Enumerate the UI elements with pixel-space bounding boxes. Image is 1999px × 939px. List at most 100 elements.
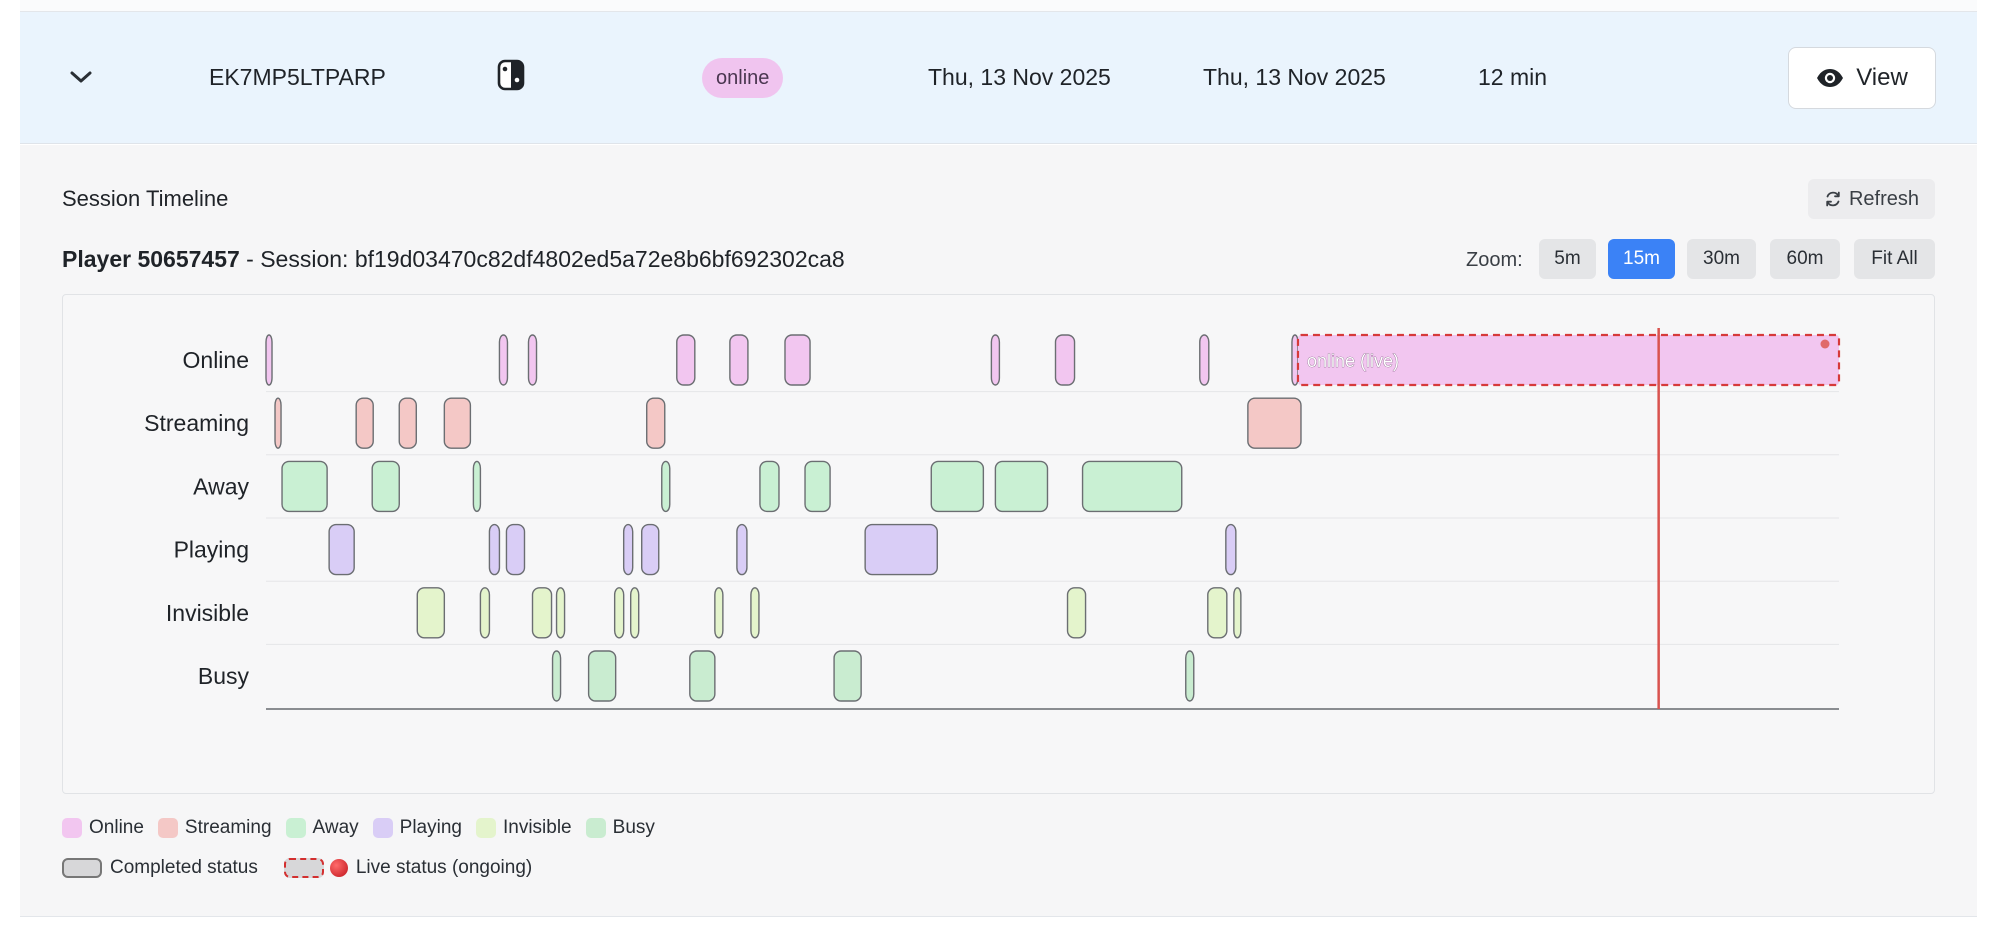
segment-online bbox=[1054, 334, 1076, 386]
zoom-15m-button[interactable]: 15m bbox=[1608, 239, 1675, 279]
segment-invisible bbox=[629, 587, 640, 639]
legend-label: Playing bbox=[399, 817, 462, 838]
segment-invisible bbox=[479, 587, 491, 639]
segment-invisible bbox=[750, 587, 760, 639]
legend-label: Invisible bbox=[502, 817, 572, 838]
completed-key: Completed status bbox=[62, 857, 258, 879]
segment-away bbox=[281, 460, 328, 513]
segment-away bbox=[371, 460, 400, 513]
segment-streaming bbox=[355, 397, 374, 449]
session-timeline-panel: Session Timeline Refresh Player 50657457… bbox=[20, 145, 1977, 917]
status-key: Completed status Live status (ongoing) bbox=[62, 857, 532, 879]
legend-swatch bbox=[585, 818, 606, 838]
segment-streaming bbox=[274, 397, 282, 449]
player-label: Player 50657457 bbox=[62, 246, 240, 272]
legend-item-playing: Playing bbox=[372, 817, 462, 839]
segment-busy bbox=[689, 650, 716, 702]
segment-busy bbox=[1185, 650, 1195, 702]
refresh-button[interactable]: Refresh bbox=[1808, 179, 1935, 219]
completed-swatch bbox=[62, 858, 102, 878]
legend-swatch bbox=[372, 818, 393, 838]
zoom-label: Zoom: bbox=[1466, 249, 1523, 271]
console-icon bbox=[496, 58, 526, 92]
segment-busy bbox=[587, 650, 617, 702]
legend-item-invisible: Invisible bbox=[475, 817, 572, 839]
completed-label: Completed status bbox=[110, 857, 258, 878]
segment-playing bbox=[488, 523, 501, 576]
segment-invisible bbox=[555, 587, 566, 639]
segment-online bbox=[784, 334, 811, 386]
row-label-invisible: Invisible bbox=[166, 600, 249, 626]
segment-playing bbox=[736, 523, 748, 576]
segment-online bbox=[498, 334, 509, 386]
segment-playing bbox=[1225, 523, 1237, 576]
segment-playing bbox=[328, 523, 355, 576]
legend-item-away: Away bbox=[285, 817, 359, 839]
live-indicator-dot bbox=[1820, 339, 1830, 349]
legend-label: Online bbox=[89, 817, 144, 838]
zoom-5m-button[interactable]: 5m bbox=[1539, 239, 1596, 279]
row-label-online: Online bbox=[183, 347, 249, 373]
row-label-away: Away bbox=[193, 473, 249, 499]
view-button-label: View bbox=[1856, 64, 1908, 91]
previous-row-edge bbox=[20, 0, 1977, 12]
segment-away bbox=[804, 460, 831, 513]
duration: 12 min bbox=[1478, 64, 1548, 90]
status-badge: online bbox=[702, 58, 784, 98]
legend-swatch bbox=[157, 818, 178, 838]
zoom-30m-button[interactable]: 30m bbox=[1687, 239, 1756, 279]
segment-streaming bbox=[1247, 397, 1302, 449]
segment-away bbox=[994, 460, 1049, 513]
segment-streaming bbox=[443, 397, 472, 449]
legend-item-busy: Busy bbox=[585, 817, 655, 839]
segment-away bbox=[1081, 460, 1183, 513]
segment-invisible bbox=[1233, 587, 1242, 639]
segment-busy bbox=[551, 650, 562, 702]
timeline-svg: Online Streaming Away Playing Invisible Busy o… bbox=[144, 328, 1841, 710]
view-button[interactable]: View bbox=[1788, 47, 1936, 109]
live-key: Live status (ongoing) bbox=[283, 857, 533, 879]
segment-away bbox=[930, 460, 985, 513]
legend-label: Streaming bbox=[184, 817, 272, 838]
row-label-busy: Busy bbox=[198, 663, 250, 689]
segment-playing bbox=[505, 523, 526, 576]
segment-online bbox=[527, 334, 538, 386]
segment-streaming bbox=[646, 397, 666, 449]
segment-invisible bbox=[531, 587, 553, 639]
chevron-down-icon[interactable] bbox=[64, 60, 98, 94]
segment-streaming bbox=[398, 397, 417, 449]
start-date: Thu, 13 Nov 2025 bbox=[928, 64, 1111, 90]
legend-item-streaming: Streaming bbox=[157, 817, 272, 839]
row-label-playing: Playing bbox=[174, 537, 249, 563]
segment-away bbox=[759, 460, 780, 513]
zoom-60m-button[interactable]: 60m bbox=[1770, 239, 1840, 279]
segment-online bbox=[1199, 334, 1210, 386]
legend-swatch bbox=[475, 818, 496, 838]
live-dot-icon bbox=[329, 859, 348, 877]
segment-live bbox=[1296, 333, 1841, 387]
refresh-button-label: Refresh bbox=[1848, 187, 1920, 210]
zoom-fit-all-button[interactable]: Fit All bbox=[1854, 239, 1935, 279]
segment-online bbox=[265, 334, 273, 386]
segment-online bbox=[729, 334, 749, 386]
device-code: EK7MP5LTPARP bbox=[209, 64, 386, 90]
segment-invisible bbox=[613, 587, 625, 639]
segment-online bbox=[676, 334, 696, 386]
session-row[interactable]: EK7MP5LTPARP online Thu, 13 Nov 2025 Thu… bbox=[20, 12, 1977, 144]
session-id: - Session: bf19d03470c82df4802ed5a72e8b6… bbox=[239, 246, 845, 272]
segment-busy bbox=[833, 650, 862, 702]
segment-invisible bbox=[714, 587, 724, 639]
legend: Online Streaming Away Playing Invisible Busy bbox=[62, 817, 655, 839]
legend-label: Busy bbox=[612, 817, 655, 838]
legend-swatch bbox=[62, 818, 82, 838]
eye-icon bbox=[1817, 69, 1844, 87]
legend-label: Away bbox=[312, 817, 359, 838]
end-date: Thu, 13 Nov 2025 bbox=[1203, 64, 1386, 90]
segment-online bbox=[990, 334, 1001, 386]
live-label: Live status (ongoing) bbox=[355, 857, 533, 878]
row-label-streaming: Streaming bbox=[144, 410, 249, 436]
segment-invisible bbox=[1066, 587, 1087, 639]
segment-invisible bbox=[416, 587, 446, 639]
segment-playing bbox=[622, 523, 634, 576]
legend-item-online: Online bbox=[62, 817, 144, 839]
